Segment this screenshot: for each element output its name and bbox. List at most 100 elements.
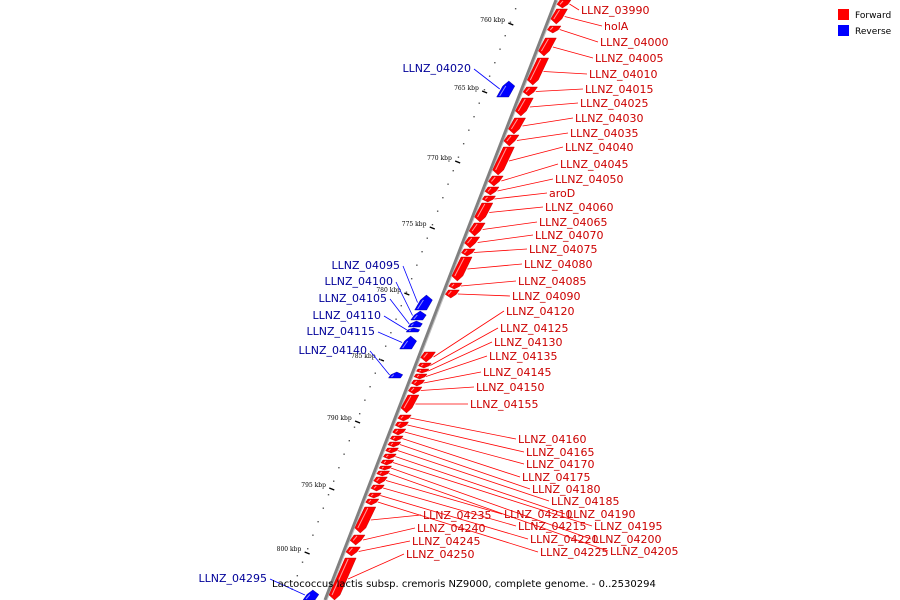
forward-gene-label[interactable]: holA: [604, 20, 629, 33]
forward-gene-arrow[interactable]: [488, 175, 504, 187]
forward-gene-arrow[interactable]: [547, 25, 562, 34]
forward-gene-arrow[interactable]: [468, 222, 486, 237]
forward-gene-label[interactable]: LLNZ_04210: [504, 508, 573, 521]
forward-gene-label[interactable]: LLNZ_04000: [600, 36, 669, 49]
forward-gene-arrow[interactable]: [328, 557, 357, 600]
forward-gene-arrow[interactable]: [444, 289, 460, 299]
forward-gene-arrow[interactable]: [397, 414, 412, 422]
forward-gene-arrow[interactable]: [411, 379, 426, 387]
forward-gene-arrow[interactable]: [400, 394, 420, 414]
forward-gene-label[interactable]: LLNZ_04025: [580, 97, 649, 110]
forward-gene-arrow[interactable]: [484, 186, 500, 196]
forward-gene-arrow[interactable]: [378, 465, 392, 471]
forward-gene-label[interactable]: LLNZ_04125: [500, 322, 569, 335]
forward-gene-arrow[interactable]: [349, 534, 366, 546]
forward-gene-arrow[interactable]: [492, 146, 515, 176]
reverse-gene-label[interactable]: LLNZ_04100: [324, 275, 393, 288]
forward-gene-arrow[interactable]: [408, 386, 423, 395]
forward-gene-label[interactable]: LLNZ_04190: [567, 508, 636, 521]
forward-gene-label[interactable]: LLNZ_04205: [610, 545, 679, 558]
reverse-gene-label[interactable]: LLNZ_04020: [402, 62, 471, 75]
forward-gene-label[interactable]: LLNZ_04080: [524, 258, 593, 271]
forward-gene-arrow[interactable]: [382, 453, 397, 460]
forward-gene-label[interactable]: LLNZ_04245: [412, 535, 481, 548]
forward-gene-label[interactable]: LLNZ_04090: [512, 290, 581, 303]
forward-gene-arrow[interactable]: [389, 435, 404, 442]
forward-gene-arrow[interactable]: [387, 441, 402, 448]
forward-gene-label[interactable]: LLNZ_04065: [539, 216, 608, 229]
forward-gene-label[interactable]: LLNZ_04015: [585, 83, 654, 96]
forward-gene-label[interactable]: LLNZ_04165: [526, 446, 595, 459]
forward-gene-label[interactable]: LLNZ_04195: [594, 520, 663, 533]
forward-gene-label[interactable]: LLNZ_04005: [595, 52, 664, 65]
forward-gene-label[interactable]: LLNZ_04035: [570, 127, 639, 140]
forward-gene-arrow[interactable]: [451, 256, 473, 282]
forward-gene-arrow[interactable]: [481, 195, 496, 203]
forward-gene-arrow[interactable]: [380, 459, 395, 466]
forward-gene-arrow[interactable]: [385, 447, 399, 454]
forward-gene-label[interactable]: LLNZ_04225: [540, 546, 609, 559]
forward-gene-label[interactable]: LLNZ_04060: [545, 201, 614, 214]
forward-gene-label[interactable]: LLNZ_04250: [406, 548, 475, 561]
reverse-gene-arrow[interactable]: [407, 320, 423, 328]
forward-gene-arrow[interactable]: [522, 86, 538, 97]
forward-gene-arrow[interactable]: [464, 236, 481, 249]
reverse-gene-arrow[interactable]: [399, 335, 417, 350]
forward-gene-arrow[interactable]: [354, 506, 377, 534]
forward-gene-arrow[interactable]: [461, 248, 476, 257]
forward-gene-label[interactable]: LLNZ_04135: [489, 350, 558, 363]
forward-gene-label[interactable]: LLNZ_04150: [476, 381, 545, 394]
forward-gene-arrow[interactable]: [418, 362, 432, 369]
reverse-gene-arrow[interactable]: [302, 589, 320, 600]
forward-gene-label[interactable]: LLNZ_04215: [518, 520, 587, 533]
forward-gene-label[interactable]: LLNZ_04010: [589, 68, 658, 81]
forward-gene-arrow[interactable]: [413, 373, 428, 380]
forward-gene-label[interactable]: LLNZ_04200: [593, 533, 662, 546]
reverse-gene-label[interactable]: LLNZ_04115: [306, 325, 375, 338]
reverse-gene-label[interactable]: LLNZ_04105: [318, 292, 387, 305]
forward-gene-label[interactable]: LLNZ_04120: [506, 305, 575, 318]
forward-gene-label[interactable]: LLNZ_04085: [518, 275, 587, 288]
forward-gene-arrow[interactable]: [367, 492, 382, 499]
forward-gene-arrow[interactable]: [556, 0, 572, 9]
reverse-gene-label[interactable]: LLNZ_04295: [198, 572, 267, 585]
forward-gene-label[interactable]: LLNZ_04050: [555, 173, 624, 186]
forward-gene-label[interactable]: LLNZ_04075: [529, 243, 598, 256]
forward-gene-label[interactable]: LLNZ_04185: [551, 495, 620, 508]
forward-gene-arrow[interactable]: [365, 498, 380, 506]
forward-gene-arrow[interactable]: [474, 202, 494, 223]
forward-gene-arrow[interactable]: [503, 134, 520, 147]
forward-gene-arrow[interactable]: [538, 37, 557, 57]
forward-gene-arrow[interactable]: [527, 57, 549, 86]
forward-gene-arrow[interactable]: [394, 421, 409, 429]
forward-gene-label[interactable]: LLNZ_04070: [535, 229, 604, 242]
forward-gene-label[interactable]: LLNZ_04240: [417, 522, 486, 535]
forward-gene-label[interactable]: LLNZ_04045: [560, 158, 629, 171]
forward-gene-label[interactable]: LLNZ_03990: [581, 4, 650, 17]
forward-gene-label[interactable]: LLNZ_04180: [532, 483, 601, 496]
forward-gene-arrow[interactable]: [376, 470, 391, 477]
forward-gene-arrow[interactable]: [448, 282, 463, 290]
forward-gene-arrow[interactable]: [345, 546, 361, 557]
reverse-gene-label[interactable]: LLNZ_04110: [312, 309, 381, 322]
forward-gene-label[interactable]: aroD: [549, 187, 575, 200]
forward-gene-arrow[interactable]: [373, 476, 388, 485]
forward-gene-label[interactable]: LLNZ_04235: [423, 509, 492, 522]
forward-gene-label[interactable]: LLNZ_04175: [522, 471, 591, 484]
forward-gene-label[interactable]: LLNZ_04030: [575, 112, 644, 125]
forward-gene-label[interactable]: LLNZ_04155: [470, 398, 539, 411]
forward-gene-arrow[interactable]: [370, 484, 385, 492]
reverse-gene-arrow[interactable]: [405, 327, 421, 333]
forward-gene-label[interactable]: LLNZ_04220: [530, 533, 599, 546]
forward-gene-arrow[interactable]: [550, 8, 568, 25]
forward-gene-label[interactable]: LLNZ_04130: [494, 336, 563, 349]
forward-gene-arrow[interactable]: [508, 117, 526, 135]
forward-gene-label[interactable]: LLNZ_04160: [518, 433, 587, 446]
reverse-gene-arrow[interactable]: [410, 310, 427, 321]
forward-gene-label[interactable]: LLNZ_04145: [483, 366, 552, 379]
forward-gene-label[interactable]: LLNZ_04040: [565, 141, 634, 154]
reverse-gene-label[interactable]: LLNZ_04140: [298, 344, 367, 357]
forward-gene-arrow[interactable]: [420, 351, 436, 363]
reverse-gene-arrow[interactable]: [388, 371, 404, 379]
forward-gene-arrow[interactable]: [392, 428, 407, 436]
